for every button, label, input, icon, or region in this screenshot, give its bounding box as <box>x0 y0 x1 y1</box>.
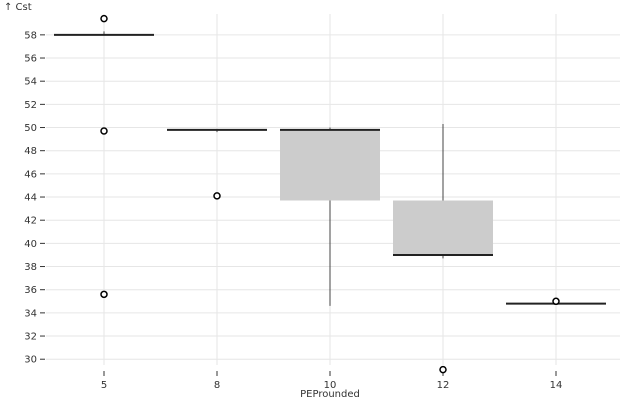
y-tick-label: 52 <box>24 100 37 111</box>
iqr-box <box>280 129 380 201</box>
y-tick-label: 42 <box>24 216 37 227</box>
y-tick-label: 38 <box>24 262 37 273</box>
box-groups <box>54 14 606 374</box>
y-tick-label: 40 <box>24 239 37 250</box>
outlier-point <box>100 290 108 299</box>
x-tick-label: 5 <box>101 380 107 391</box>
x-tick-label: 14 <box>550 380 563 391</box>
y-tick-label: 46 <box>24 169 37 180</box>
outlier-point <box>213 192 221 200</box>
outlier-point <box>552 297 560 306</box>
y-tick-label: 36 <box>24 285 37 296</box>
y-tick-label: 54 <box>24 77 37 88</box>
y-tick-label: 50 <box>24 123 37 134</box>
y-tick-label: 32 <box>24 332 37 343</box>
outlier-point <box>100 14 108 23</box>
x-tick-label: 12 <box>437 380 450 391</box>
y-tick-label: 56 <box>24 54 37 65</box>
y-tick-label: 30 <box>24 355 37 366</box>
y-tick-label: 44 <box>24 193 37 204</box>
box-group-5 <box>54 14 154 299</box>
outlier-point <box>100 127 108 135</box>
y-axis-title: ↑ Cst <box>4 2 32 13</box>
box-group-8 <box>167 128 267 200</box>
outlier-point <box>439 365 447 374</box>
y-tick-label: 34 <box>24 308 37 319</box>
x-tick-label: 10 <box>324 380 337 391</box>
x-tick-label: 8 <box>214 380 220 391</box>
box-group-10 <box>280 127 380 306</box>
box-group-12 <box>393 124 493 374</box>
x-axis-title: PEProunded <box>300 389 360 400</box>
y-axis: 30 32 34 36 38 40 42 44 46 48 50 52 54 56 58 <box>24 30 45 366</box>
x-axis: 5 8 10 12 14 <box>101 371 563 391</box>
box-group-14 <box>506 297 606 306</box>
y-tick-label: 48 <box>24 146 37 157</box>
iqr-box <box>393 200 493 255</box>
y-tick-label: 58 <box>24 30 37 41</box>
